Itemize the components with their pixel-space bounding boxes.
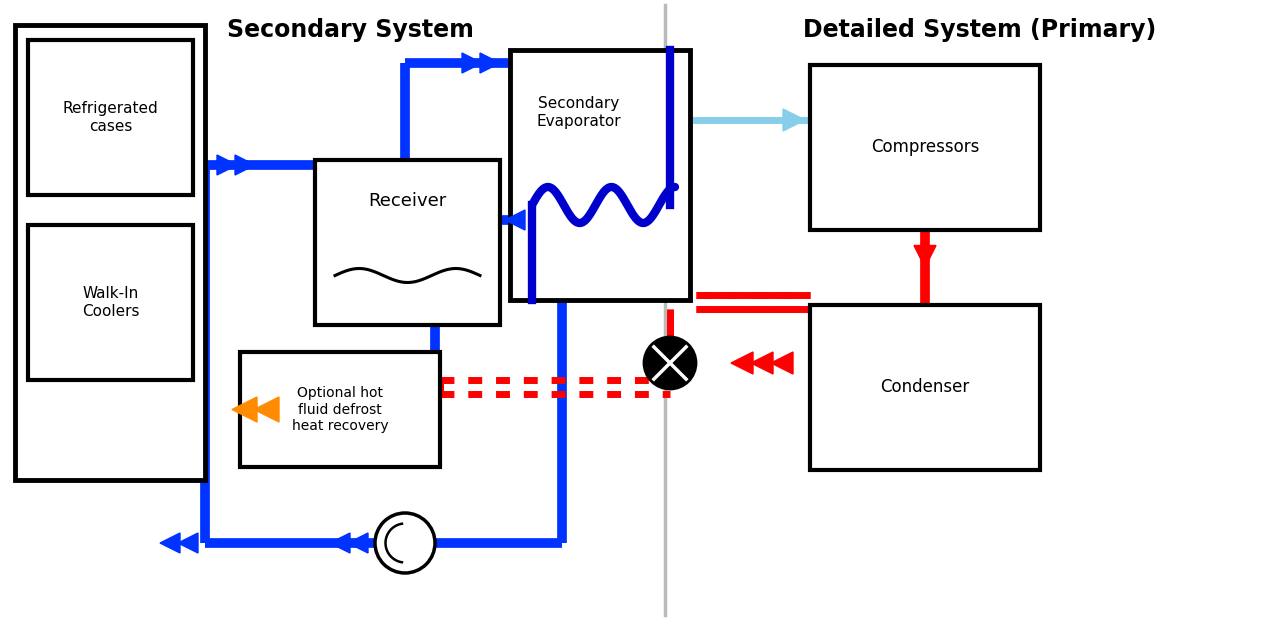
Bar bbox=[240, 352, 440, 467]
Polygon shape bbox=[232, 397, 256, 422]
Polygon shape bbox=[914, 246, 937, 267]
Polygon shape bbox=[480, 53, 500, 73]
Bar bbox=[810, 305, 1040, 470]
Bar bbox=[315, 160, 500, 325]
Text: Refrigerated
cases: Refrigerated cases bbox=[63, 102, 158, 134]
Polygon shape bbox=[462, 53, 482, 73]
Polygon shape bbox=[505, 210, 524, 230]
Polygon shape bbox=[254, 397, 279, 422]
Polygon shape bbox=[235, 155, 255, 175]
Bar bbox=[28, 40, 193, 195]
Bar bbox=[28, 225, 193, 380]
Polygon shape bbox=[783, 109, 805, 131]
Circle shape bbox=[375, 513, 435, 573]
Text: Secondary System: Secondary System bbox=[227, 18, 473, 42]
Polygon shape bbox=[177, 533, 198, 553]
Bar bbox=[510, 50, 690, 300]
Text: Detailed System (Primary): Detailed System (Primary) bbox=[804, 18, 1156, 42]
Polygon shape bbox=[330, 533, 350, 553]
Polygon shape bbox=[217, 155, 237, 175]
Text: Condenser: Condenser bbox=[880, 378, 970, 396]
Text: Compressors: Compressors bbox=[870, 138, 979, 156]
Bar bbox=[810, 65, 1040, 230]
Circle shape bbox=[644, 337, 695, 389]
Text: Secondary
Evaporator: Secondary Evaporator bbox=[536, 97, 620, 129]
Text: Receiver: Receiver bbox=[369, 192, 447, 210]
Polygon shape bbox=[771, 352, 792, 374]
Polygon shape bbox=[752, 352, 773, 374]
Text: Optional hot
fluid defrost
heat recovery: Optional hot fluid defrost heat recovery bbox=[292, 386, 388, 432]
Bar bbox=[15, 25, 205, 480]
Polygon shape bbox=[160, 533, 180, 553]
Polygon shape bbox=[731, 352, 753, 374]
Polygon shape bbox=[348, 533, 367, 553]
Text: Walk-In
Coolers: Walk-In Coolers bbox=[82, 286, 139, 319]
